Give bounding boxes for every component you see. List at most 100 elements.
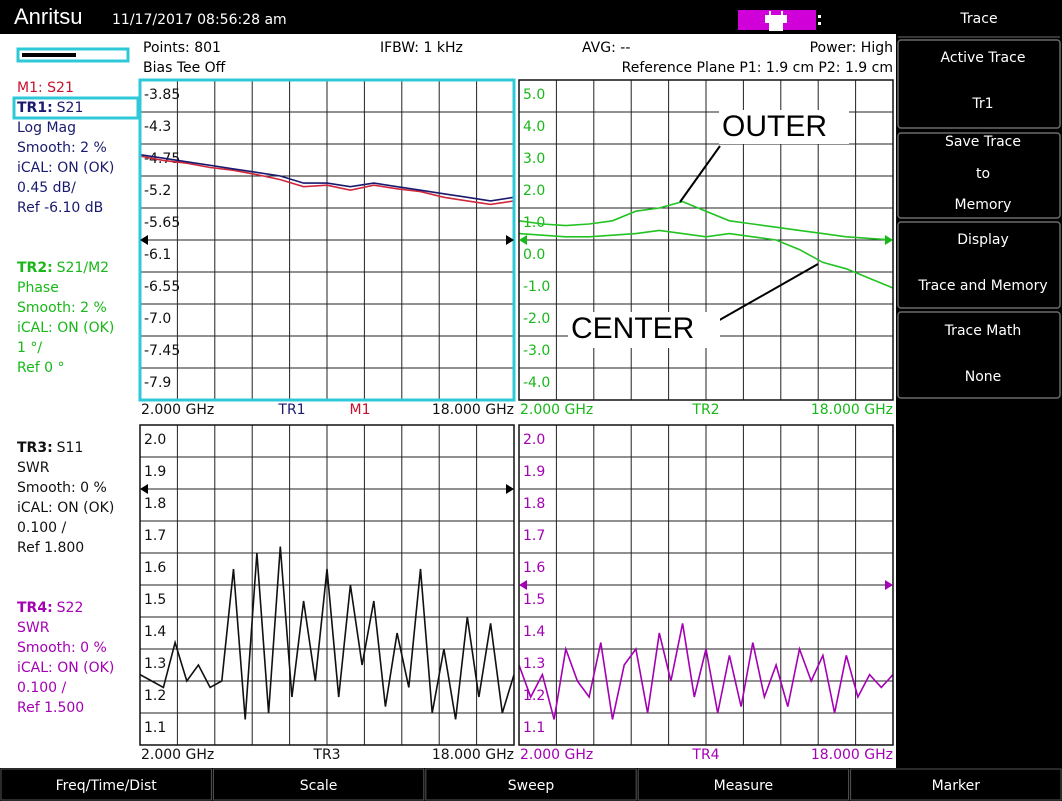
softkey-label: Save Trace xyxy=(945,134,1021,150)
y-tick-label: 2.0 xyxy=(144,432,166,448)
menu-button[interactable] xyxy=(850,768,1062,801)
annotation-box xyxy=(719,110,849,144)
trace xyxy=(519,200,893,241)
x-axis-label: 2.000 GHz xyxy=(520,747,593,763)
trace-setting: SWR xyxy=(17,460,50,476)
trace-setting: Phase xyxy=(17,280,59,296)
trace-setting: iCAL: ON (OK) xyxy=(17,160,114,176)
active-trace-box xyxy=(12,96,140,120)
trace-setting: Smooth: 2 % xyxy=(17,140,107,156)
y-tick-label: 1.9 xyxy=(144,464,166,480)
panel-border xyxy=(139,424,515,746)
y-tick-label: 5.0 xyxy=(523,87,545,103)
trace xyxy=(140,153,514,202)
y-tick-label: 1.1 xyxy=(523,720,545,736)
trace-setting: iCAL: ON (OK) xyxy=(17,660,114,676)
info-bias: Bias Tee Off xyxy=(143,60,226,76)
ref-arrow xyxy=(519,580,527,590)
menu-button[interactable] xyxy=(0,768,212,801)
trace-param: S21/M2 xyxy=(57,260,109,276)
trace-setting: iCAL: ON (OK) xyxy=(17,500,114,516)
trace-param: S22 xyxy=(57,600,84,616)
icon-dot xyxy=(818,22,821,25)
trace-label: TR4: xyxy=(17,600,53,616)
menu-button[interactable] xyxy=(425,768,637,801)
trace-label: TR2: xyxy=(17,260,53,276)
y-tick-label: 1.8 xyxy=(523,496,545,512)
trace-setting: Ref 0 ° xyxy=(17,360,64,376)
softkey[interactable] xyxy=(897,132,1061,219)
y-tick-label: -6.55 xyxy=(144,279,180,295)
x-axis-label: 2.000 GHz xyxy=(141,402,214,418)
trace xyxy=(140,546,514,720)
ref-arrow xyxy=(140,484,148,494)
menu-label: Marker xyxy=(932,778,981,794)
x-axis-label: 18.000 GHz xyxy=(811,747,893,763)
info-avg: AVG: -- xyxy=(582,40,630,56)
trace-setting: iCAL: ON (OK) xyxy=(17,320,114,336)
ref-arrow xyxy=(885,235,893,245)
y-tick-label: 1.5 xyxy=(523,592,545,608)
annotation: CENTER xyxy=(571,312,694,345)
trace-setting: Smooth: 0 % xyxy=(17,640,107,656)
x-axis-label: 2.000 GHz xyxy=(141,747,214,763)
y-tick-label: -4.75 xyxy=(144,151,180,167)
ref-arrow xyxy=(506,235,514,245)
trace-setting: 0.45 dB/ xyxy=(17,180,76,196)
menu-button[interactable] xyxy=(637,768,850,801)
y-tick-label: -3.0 xyxy=(523,343,550,359)
trace-setting: Smooth: 0 % xyxy=(17,480,107,496)
timestamp: 11/17/2017 08:56:28 am xyxy=(112,12,287,28)
y-tick-label: 1.2 xyxy=(144,688,166,704)
logo: Anritsu xyxy=(14,4,82,29)
info-ref-plane: Reference Plane P1: 1.9 cm P2: 1.9 cm xyxy=(622,60,893,76)
marker-label: M1: S21 xyxy=(17,80,74,96)
x-axis-label: TR2 xyxy=(691,402,719,418)
x-axis-label: TR3 xyxy=(312,747,340,763)
y-tick-label: 4.0 xyxy=(523,119,545,135)
menu-label: Scale xyxy=(300,778,338,794)
progress-fill xyxy=(22,53,76,57)
y-tick-label: 1.9 xyxy=(523,464,545,480)
y-tick-label: -7.0 xyxy=(144,311,171,327)
softkey-label: None xyxy=(965,369,1002,385)
x-axis-label: 18.000 GHz xyxy=(811,402,893,418)
trace-setting: 0.100 / xyxy=(17,520,67,536)
softkey[interactable] xyxy=(897,311,1061,399)
x-axis-label: 18.000 GHz xyxy=(432,402,514,418)
plug-icon xyxy=(765,11,787,31)
softkey[interactable] xyxy=(897,39,1061,129)
softkey-label: to xyxy=(976,166,990,182)
softkey-label: Display xyxy=(957,232,1009,248)
y-tick-label: 1.7 xyxy=(523,528,545,544)
menu-button[interactable] xyxy=(212,768,425,801)
annotation: OUTER xyxy=(722,110,827,143)
trace-setting: 1 °/ xyxy=(17,340,42,356)
trace-setting: Ref -6.10 dB xyxy=(17,200,103,216)
trace xyxy=(140,155,514,206)
trace xyxy=(519,623,893,720)
x-axis-label: 2.000 GHz xyxy=(520,402,593,418)
info-points: Points: 801 xyxy=(143,40,221,56)
y-tick-label: 1.7 xyxy=(144,528,166,544)
y-tick-label: 1.8 xyxy=(144,496,166,512)
y-tick-label: 1.5 xyxy=(144,592,166,608)
trace-param: S21 xyxy=(57,100,84,116)
x-axis-label: TR1 xyxy=(277,402,305,418)
y-tick-label: -2.0 xyxy=(523,311,550,327)
y-tick-label: -5.2 xyxy=(144,183,171,199)
softkey[interactable] xyxy=(897,221,1061,309)
trace xyxy=(519,229,893,289)
y-tick-label: 3.0 xyxy=(523,151,545,167)
trace-setting: Log Mag xyxy=(17,120,76,136)
y-tick-label: -6.1 xyxy=(144,247,171,263)
icon-dot xyxy=(818,15,821,18)
ref-arrow xyxy=(140,235,148,245)
y-tick-label: -7.9 xyxy=(144,375,171,391)
trace-setting: 0.100 / xyxy=(17,680,67,696)
ref-arrow xyxy=(885,580,893,590)
progress-bar xyxy=(16,47,130,63)
y-tick-label: 1.4 xyxy=(523,624,545,640)
annotation-box xyxy=(568,312,720,348)
